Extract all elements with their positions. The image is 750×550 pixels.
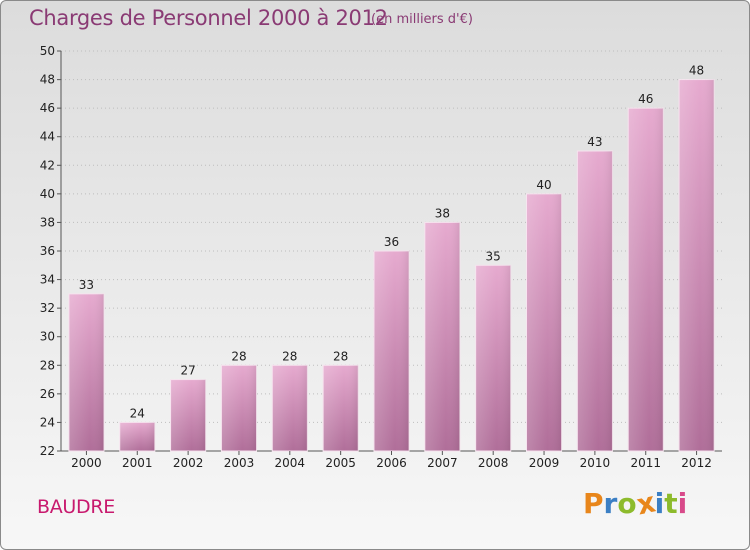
logo-letter: t bbox=[664, 487, 678, 520]
bar-shade bbox=[424, 222, 460, 451]
x-tick-label: 2010 bbox=[580, 456, 611, 470]
logo-letter: i bbox=[677, 487, 688, 520]
x-tick-label: 2011 bbox=[630, 456, 661, 470]
y-tick-label: 24 bbox=[40, 415, 55, 429]
y-tick-label: 34 bbox=[40, 273, 55, 287]
y-tick-label: 42 bbox=[40, 158, 55, 172]
x-tick-label: 2005 bbox=[325, 456, 356, 470]
y-tick-label: 32 bbox=[40, 301, 55, 315]
data-label: 48 bbox=[689, 64, 704, 78]
x-tick-label: 2009 bbox=[529, 456, 560, 470]
bar-shade bbox=[119, 422, 155, 451]
x-tick-label: 2001 bbox=[122, 456, 153, 470]
bar-shade bbox=[272, 365, 308, 451]
bar-shade bbox=[221, 365, 257, 451]
logo-letter: o bbox=[617, 487, 637, 520]
x-tick-label: 2007 bbox=[427, 456, 458, 470]
x-tick-label: 2003 bbox=[224, 456, 255, 470]
bar-shade bbox=[475, 265, 511, 451]
y-tick-label: 28 bbox=[40, 358, 55, 372]
data-label: 36 bbox=[384, 235, 399, 249]
data-label: 28 bbox=[333, 349, 348, 363]
data-label: 43 bbox=[587, 135, 602, 149]
place-name: BAUDRE bbox=[37, 496, 115, 518]
y-tick-label: 22 bbox=[40, 444, 55, 458]
data-label: 28 bbox=[282, 349, 297, 363]
data-label: 40 bbox=[536, 178, 551, 192]
bar-shade bbox=[628, 108, 664, 452]
bar-shade bbox=[679, 79, 715, 452]
y-tick-label: 38 bbox=[40, 215, 55, 229]
bar-shade bbox=[68, 293, 104, 451]
y-tick-label: 46 bbox=[40, 101, 55, 115]
y-tick-label: 30 bbox=[40, 330, 55, 344]
data-label: 35 bbox=[486, 249, 501, 263]
y-tick-label: 36 bbox=[40, 244, 55, 258]
data-label: 24 bbox=[130, 406, 145, 420]
bar-shade bbox=[170, 379, 206, 451]
data-label: 28 bbox=[231, 349, 246, 363]
logo-letter: P bbox=[583, 487, 604, 520]
x-tick-label: 2004 bbox=[275, 456, 306, 470]
chart-subtitle: (en milliers d'€) bbox=[371, 12, 473, 27]
y-tick-label: 26 bbox=[40, 387, 55, 401]
x-tick-label: 2012 bbox=[681, 456, 712, 470]
bar-shade bbox=[526, 193, 562, 451]
bar-shade bbox=[373, 251, 410, 451]
data-label: 38 bbox=[435, 206, 450, 220]
proxiti-logo: Proxiti bbox=[583, 485, 688, 521]
x-tick-label: 2008 bbox=[478, 456, 509, 470]
y-tick-label: 44 bbox=[40, 130, 55, 144]
x-tick-label: 2002 bbox=[173, 456, 204, 470]
x-tick-label: 2000 bbox=[71, 456, 102, 470]
y-tick-label: 40 bbox=[40, 187, 55, 201]
x-tick-label: 2006 bbox=[376, 456, 407, 470]
logo-letter: r bbox=[603, 487, 618, 520]
chart-title: Charges de Personnel 2000 à 2012 bbox=[29, 6, 388, 30]
logo-letter: i bbox=[654, 487, 665, 520]
y-tick-label: 48 bbox=[40, 73, 55, 87]
bar-shade bbox=[323, 365, 359, 451]
data-label: 27 bbox=[180, 364, 195, 378]
data-label: 46 bbox=[638, 92, 653, 106]
bar-shade bbox=[577, 151, 613, 451]
data-label: 33 bbox=[79, 278, 94, 292]
y-tick-label: 50 bbox=[40, 44, 55, 58]
